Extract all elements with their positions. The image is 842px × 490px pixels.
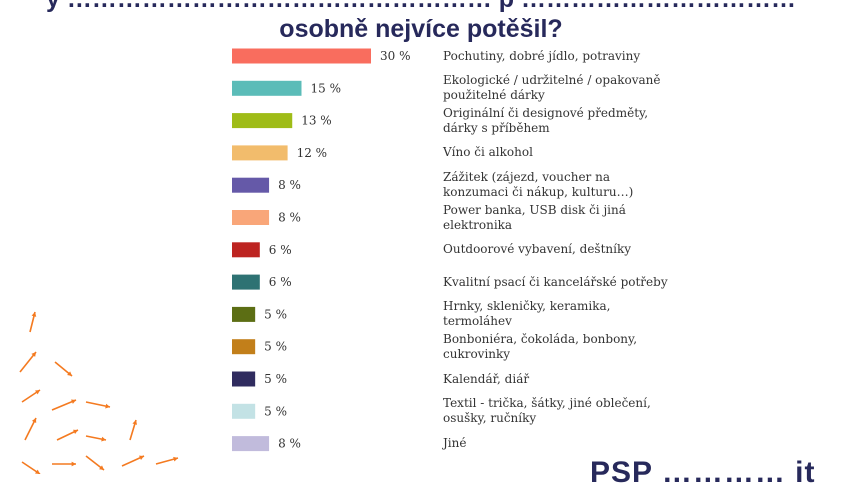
bar-value-label-6: 8 % xyxy=(278,211,301,225)
brand-logo-text: PSP ………… it xyxy=(590,456,816,489)
category-label-6: Power banka, USB disk či jiná elektronik… xyxy=(443,202,626,232)
category-label-1: Pochutiny, dobré jídlo, potraviny xyxy=(443,48,641,63)
bar-9 xyxy=(232,306,256,322)
category-label-row-9: Hrnky, skleničky, keramika, termoláhev xyxy=(443,298,673,330)
category-label-5: Zážitek (zájezd, voucher na konzumaci či… xyxy=(443,170,634,200)
bar-value-label-10: 5 % xyxy=(264,340,287,354)
bar-12 xyxy=(232,403,256,419)
arrow-icon xyxy=(85,455,105,471)
arrow-icon xyxy=(51,399,77,411)
category-label-row-6: Power banka, USB disk či jiná elektronik… xyxy=(443,202,673,234)
arrow-icon xyxy=(85,401,111,409)
bar-value-label-3: 13 % xyxy=(301,114,332,128)
category-label-row-10: Bonboniéra, čokoláda, bonbony, cukrovink… xyxy=(443,331,673,363)
bar-value-label-12: 5 % xyxy=(264,404,287,418)
arrow-decoration xyxy=(19,311,179,474)
bar-value-label-5: 8 % xyxy=(278,178,301,192)
arrow-icon xyxy=(52,461,76,467)
arrow-icon xyxy=(155,456,179,465)
arrow-icon xyxy=(19,351,37,373)
category-label-12: Textil - trička, šátky, jiné oblečení, o… xyxy=(443,396,651,426)
category-label-7: Outdoorové vybavení, deštníky xyxy=(443,242,632,257)
category-label-row-12: Textil - trička, šátky, jiné oblečení, o… xyxy=(443,395,673,427)
arrow-icon xyxy=(21,389,41,403)
arrow-icon xyxy=(121,455,145,467)
category-label-row-13: Jiné xyxy=(443,428,673,460)
arrow-icon xyxy=(29,311,37,333)
bar-3 xyxy=(232,113,293,129)
category-label-row-3: Originální či designové předměty, dárky … xyxy=(443,105,673,137)
arrow-icon xyxy=(56,429,79,441)
bar-8 xyxy=(232,274,260,290)
bar-value-label-9: 5 % xyxy=(264,307,287,321)
category-label-3: Originální či designové předměty, dárky … xyxy=(443,105,649,135)
category-label-4: Víno či alkohol xyxy=(443,145,533,160)
category-label-row-4: Víno či alkohol xyxy=(443,137,673,169)
category-label-9: Hrnky, skleničky, keramika, termoláhev xyxy=(443,299,611,329)
bar-value-label-1: 30 % xyxy=(380,49,411,63)
bar-value-label-4: 12 % xyxy=(297,146,328,160)
bar-value-label-13: 8 % xyxy=(278,437,301,451)
category-label-10: Bonboniéra, čokoláda, bonbony, cukrovink… xyxy=(443,331,638,361)
category-label-row-5: Zážitek (zájezd, voucher na konzumaci či… xyxy=(443,169,673,201)
bar-11 xyxy=(232,371,256,387)
bar-5 xyxy=(232,177,270,193)
bar-value-label-7: 6 % xyxy=(269,243,292,257)
bar-chart: 30 % 15 % 13 % 12 % 8 % 8 % 6 % 6 % 5 % 5 % 5 % 5 %… xyxy=(232,48,411,452)
bar-1 xyxy=(232,48,371,64)
category-label-row-2: Ekologické / udržitelné / opakovaně použ… xyxy=(443,72,673,104)
category-label-row-8: Kvalitní psací či kancelářské potřeby xyxy=(443,266,673,298)
category-label-row-7: Outdoorové vybavení, deštníky xyxy=(443,234,673,266)
chart-title-line-1: y …………………………………………… p …………………………… xyxy=(0,0,842,14)
category-label-row-11: Kalendář, diář xyxy=(443,363,673,395)
bar-value-label-11: 5 % xyxy=(264,372,287,386)
bar-13 xyxy=(232,436,270,452)
category-label-row-1: Pochutiny, dobré jídlo, potraviny xyxy=(443,40,673,72)
bar-4 xyxy=(232,145,288,161)
arrow-icon xyxy=(85,435,107,442)
bar-10 xyxy=(232,339,256,355)
category-label-2: Ekologické / udržitelné / opakovaně použ… xyxy=(443,73,661,103)
arrow-icon xyxy=(54,361,73,377)
bar-2 xyxy=(232,80,302,96)
chart-title: y …………………………………………… p …………………………… osobně… xyxy=(0,0,842,44)
arrow-icon xyxy=(21,461,41,474)
chart-title-line-2: osobně nejvíce potěšil? xyxy=(279,15,563,43)
bar-6 xyxy=(232,210,270,225)
category-label-11: Kalendář, diář xyxy=(443,371,530,386)
bar-value-label-8: 6 % xyxy=(269,275,292,289)
bar-value-label-2: 15 % xyxy=(311,81,342,95)
arrow-icon xyxy=(24,417,37,441)
category-label-8: Kvalitní psací či kancelářské potřeby xyxy=(443,274,668,289)
bar-7 xyxy=(232,242,260,258)
arrow-icon xyxy=(129,419,138,441)
category-label-13: Jiné xyxy=(443,436,467,451)
